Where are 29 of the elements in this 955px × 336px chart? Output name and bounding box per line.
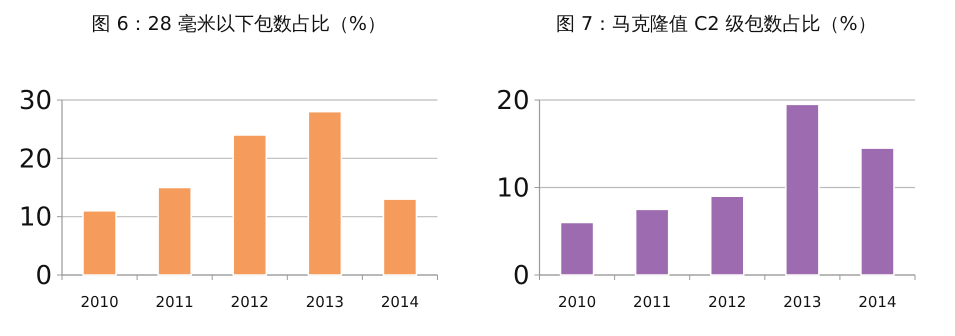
y-tick-label: 0: [512, 261, 530, 291]
x-tick-label: 2012: [708, 293, 746, 311]
x-tick-label: 2011: [156, 293, 194, 311]
x-tick-label: 2014: [858, 293, 897, 311]
bar: [82, 210, 117, 276]
y-tick-label: 30: [18, 86, 52, 116]
chart-title: 图 7：马克隆值 C2 级包数占比（%）: [556, 13, 877, 35]
x-tick-label: 2010: [80, 293, 119, 311]
bar: [157, 186, 192, 276]
bar: [308, 110, 342, 276]
y-tick-label: 0: [35, 261, 52, 291]
y-tick-label: 10: [18, 202, 52, 233]
bar: [382, 198, 418, 276]
bar: [232, 134, 268, 276]
bar: [860, 147, 895, 276]
x-tick-label: 2013: [783, 293, 822, 311]
chart-title: 图 6：28 毫米以下包数占比（%）: [92, 13, 386, 35]
y-tick-label: 20: [496, 86, 530, 116]
x-tick-label: 2012: [230, 293, 269, 311]
bar: [634, 208, 670, 276]
y-tick-label: 20: [18, 144, 52, 174]
x-tick-label: 2014: [380, 293, 420, 311]
bar: [560, 222, 594, 276]
bar: [710, 196, 745, 276]
bar: [785, 104, 820, 276]
x-tick-label: 2010: [558, 293, 596, 311]
y-tick-label: 10: [496, 174, 530, 204]
x-tick-label: 2013: [306, 293, 344, 311]
x-tick-label: 2011: [633, 293, 672, 311]
